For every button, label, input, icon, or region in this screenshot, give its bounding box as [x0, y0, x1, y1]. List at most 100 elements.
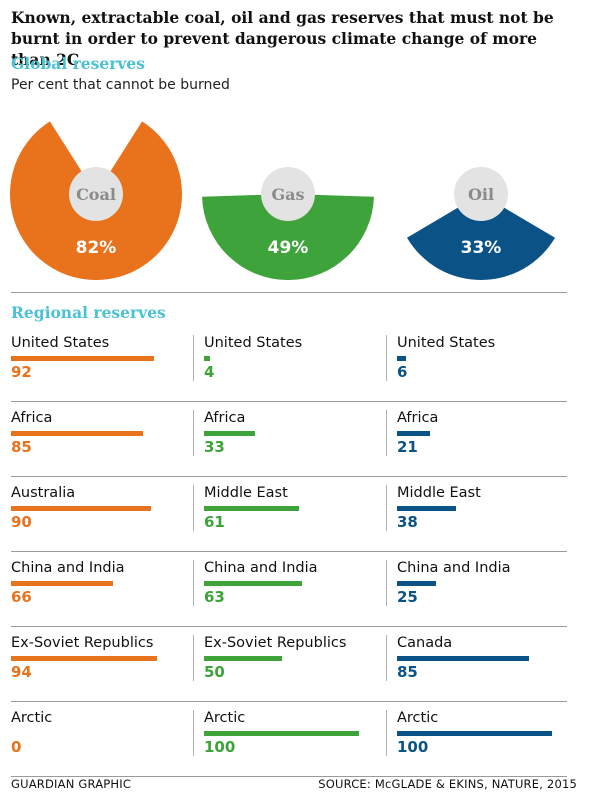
oil-region-cell: Canada 85: [397, 635, 572, 710]
region-name: China and India: [11, 560, 125, 576]
regional-reserves-heading: Regional reserves: [11, 303, 166, 322]
coal-hole: [69, 167, 123, 221]
region-bar: [204, 356, 211, 361]
footer-credit: GUARDIAN GRAPHIC: [11, 777, 132, 791]
global-reserves-heading: Global reserves: [11, 54, 146, 73]
coal-percent: 82%: [76, 238, 117, 258]
region-value: 92: [11, 363, 32, 381]
row-separator: [11, 476, 567, 477]
region-bar: [204, 581, 302, 586]
region-value: 21: [397, 438, 418, 456]
gas-region-cell: Africa 33: [204, 410, 379, 485]
region-name: Canada: [397, 635, 453, 651]
region-name: Ex-Soviet Republics: [204, 635, 347, 651]
global-reserves-subtitle: Per cent that cannot be burned: [11, 77, 230, 93]
region-value: 33: [204, 438, 225, 456]
region-bar: [204, 506, 299, 511]
region-name: Middle East: [397, 485, 481, 501]
coal-region-cell: Ex-Soviet Republics 94: [11, 635, 186, 710]
global-reserves-pies: Coal 82% Gas 49% Oil 33%: [10, 121, 556, 281]
coal-region-cell: United States 92: [11, 335, 186, 410]
region-bar: [11, 356, 154, 361]
region-bar: [397, 506, 456, 511]
oil-region-cell: China and India 25: [397, 560, 572, 635]
footer-source: SOURCE: McGLADE & EKINS, NATURE, 2015: [318, 777, 577, 791]
region-value: 50: [204, 663, 225, 681]
gas-label: Gas: [271, 185, 304, 204]
oil-label: Oil: [468, 185, 494, 204]
region-bar: [11, 431, 143, 436]
region-name: United States: [397, 335, 496, 351]
oil-region-cell: Arctic 100: [397, 710, 572, 785]
row-separator: [11, 551, 567, 552]
region-name: Australia: [11, 485, 76, 501]
region-name: Arctic: [397, 710, 439, 726]
region-name: China and India: [397, 560, 511, 576]
gas-slice: [202, 194, 374, 281]
region-bar: [397, 431, 430, 436]
region-name: United States: [204, 335, 303, 351]
region-bar: [204, 731, 359, 736]
region-value: 61: [204, 513, 225, 531]
oil-slice: [406, 194, 556, 280]
region-bar: [11, 656, 157, 661]
column-separator: [386, 710, 387, 756]
region-name: Middle East: [204, 485, 288, 501]
region-name: Ex-Soviet Republics: [11, 635, 154, 651]
oil-region-cell: United States 6: [397, 335, 572, 410]
region-name: Arctic: [11, 710, 53, 726]
region-bar: [397, 731, 552, 736]
gas-region-cell: Middle East 61: [204, 485, 379, 560]
coal-label: Coal: [76, 185, 116, 204]
region-value: 25: [397, 588, 418, 606]
row-separator: [11, 626, 567, 627]
region-bar: [204, 431, 256, 436]
oil-region-cell: Middle East 38: [397, 485, 572, 560]
region-name: Africa: [397, 410, 439, 426]
column-separator: [386, 635, 387, 681]
region-bar: [11, 581, 114, 586]
gas-region-cell: China and India 63: [204, 560, 379, 635]
row-separator: [11, 401, 567, 402]
gas-region-cell: United States 4: [204, 335, 379, 410]
oil-percent: 33%: [461, 238, 502, 258]
region-value: 85: [397, 663, 418, 681]
coal-region-cell: Australia 90: [11, 485, 186, 560]
region-value: 63: [204, 588, 225, 606]
region-bar: [397, 581, 436, 586]
oil-hole: [454, 167, 508, 221]
oil-region-cell: Africa 21: [397, 410, 572, 485]
column-separator: [193, 635, 194, 681]
region-bar: [204, 656, 282, 661]
region-name: Africa: [204, 410, 246, 426]
region-bar: [397, 356, 407, 361]
column-separator: [193, 335, 194, 381]
region-value: 6: [397, 363, 408, 381]
column-separator: [386, 560, 387, 606]
coal-region-cell: China and India 66: [11, 560, 186, 635]
coal-pie: Coal 82%: [10, 121, 183, 281]
region-value: 38: [397, 513, 418, 531]
column-separator: [386, 485, 387, 531]
gas-hole: [261, 167, 315, 221]
region-value: 0: [11, 738, 22, 756]
gas-percent: 49%: [268, 238, 309, 258]
column-separator: [386, 410, 387, 456]
region-name: Africa: [11, 410, 53, 426]
chart-title: Known, extractable coal, oil and gas res…: [11, 8, 554, 69]
region-value: 85: [11, 438, 32, 456]
gas-region-cell: Arctic 100: [204, 710, 379, 785]
column-separator: [193, 410, 194, 456]
region-name: United States: [11, 335, 110, 351]
column-separator: [193, 485, 194, 531]
oil-pie: Oil 33%: [406, 167, 556, 280]
region-value: 66: [11, 588, 32, 606]
region-value: 100: [204, 738, 236, 756]
region-value: 4: [204, 363, 215, 381]
region-value: 100: [397, 738, 429, 756]
region-name: Arctic: [204, 710, 246, 726]
section-divider: [11, 292, 567, 293]
column-separator: [193, 710, 194, 756]
gas-region-cell: Ex-Soviet Republics 50: [204, 635, 379, 710]
region-bar: [397, 656, 529, 661]
